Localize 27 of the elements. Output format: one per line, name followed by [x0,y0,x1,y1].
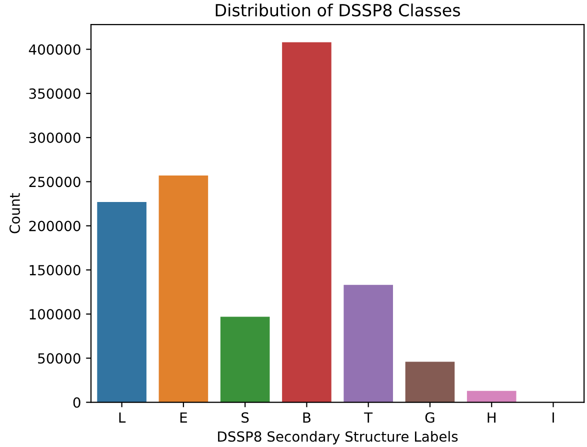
bar [282,42,332,402]
y-tick-label: 200000 [29,220,80,232]
y-tick-label: 0 [73,397,80,408]
bar [466,390,516,402]
bar [97,202,146,402]
x-tick-label: S [242,412,249,423]
bar [405,362,455,402]
x-tick-label: B [303,412,310,423]
x-tick-label: H [488,412,496,423]
bar [220,316,270,402]
bar [344,284,393,402]
y-tick-label: 400000 [28,44,80,55]
y-axis-title: Count [9,193,20,234]
y-tick-label: 350000 [29,88,80,99]
x-tick-label: E [180,412,187,423]
x-tick-label: L [119,412,126,423]
bar [158,175,208,402]
y-tick-label: 150000 [30,264,80,276]
x-tick-label: T [364,412,373,423]
y-tick-label: 300000 [29,132,80,144]
y-tick-label: 100000 [30,309,80,320]
chart-title: Distribution of DSSP8 Classes [216,4,460,16]
y-tick-label: 250000 [29,176,80,188]
x-tick-label: I [552,412,554,423]
x-axis-title: DSSP8 Secondary Structure Labels [218,431,458,444]
x-tick-label: G [425,412,434,423]
y-tick-label: 50000 [38,353,80,364]
